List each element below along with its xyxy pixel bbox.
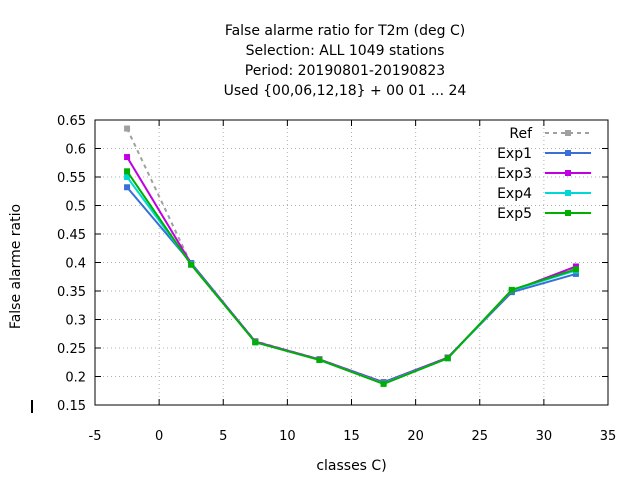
legend-item-exp5: Exp5 [497,206,591,222]
y-tick-label: 0.45 [57,228,86,243]
y-tick-label: 0.4 [65,257,86,272]
y-tick-label: 0.35 [57,285,86,300]
legend-swatch-marker [565,170,571,176]
legend-swatch-marker [565,210,571,216]
y-tick-label: 0.25 [57,342,86,357]
legend-label: Exp5 [497,206,532,222]
x-tick-label: 15 [343,429,360,444]
y-tick-label: 0.15 [57,399,86,414]
data-point [124,184,131,191]
legend-label: Ref [509,126,533,142]
legend-label: Exp4 [497,186,532,202]
legend-item-exp4: Exp4 [497,186,591,202]
series-exp5 [124,168,579,387]
x-tick-label: 30 [536,429,553,444]
data-point [124,174,131,180]
x-tick-label: 35 [600,429,617,444]
y-tick-label: 0.2 [65,371,86,386]
legend-item-exp3: Exp3 [497,166,591,182]
grid [94,119,609,406]
x-axis-label: classes C) [316,458,386,474]
y-tick-label: 0.3 [65,314,86,329]
chart-title: False alarme ratio for T2m (deg C) Select… [224,23,467,99]
x-tick-label: 0 [155,429,163,444]
legend-item-exp1: Exp1 [497,146,591,162]
y-tick-label: 0.65 [57,114,86,129]
x-tick-label: 10 [279,429,296,444]
legend-label: Exp1 [497,146,532,162]
legend-label: Exp3 [497,166,532,182]
data-point [252,339,259,346]
data-point [572,270,579,277]
series-line [126,170,577,385]
series [124,125,579,387]
x-tick-label: 25 [471,429,488,444]
legend-swatch-marker [565,190,571,196]
y-tick-label: 0.55 [57,171,86,186]
legend-swatch-marker [565,150,571,156]
data-point [316,356,323,363]
x-tick-label: 5 [219,429,227,444]
data-point [124,154,131,161]
title-line: False alarme ratio for T2m (deg C) [225,23,465,39]
data-point [572,266,579,273]
data-point [508,286,515,293]
data-point [444,355,451,362]
title-line: Selection: ALL 1049 stations [246,43,445,59]
y-tick-label: 0.6 [65,143,86,158]
x-tick-label: -5 [89,429,102,444]
legend-item-ref: Ref [509,126,591,142]
axis-ticks: 0.15 0.2 0.25 0.3 0.35 0.4 0.45 0.5 0.55 0.6 0.65 -… [31,114,617,444]
data-point [124,168,131,175]
title-line: Period: 20190801-20190823 [245,63,445,79]
x-tick-label: 20 [407,429,424,444]
y-axis-label: False alarme ratio [8,204,24,329]
title-line: Used {00,06,12,18} + 00 01 ... 24 [224,83,467,99]
y-tick-label: 0.5 [65,200,86,215]
data-point [380,380,387,387]
legend-swatch-marker [565,130,571,136]
data-point [124,125,131,132]
legend: Ref Exp1 Exp3 Exp4 Exp5 [497,126,591,222]
data-point [188,261,195,268]
